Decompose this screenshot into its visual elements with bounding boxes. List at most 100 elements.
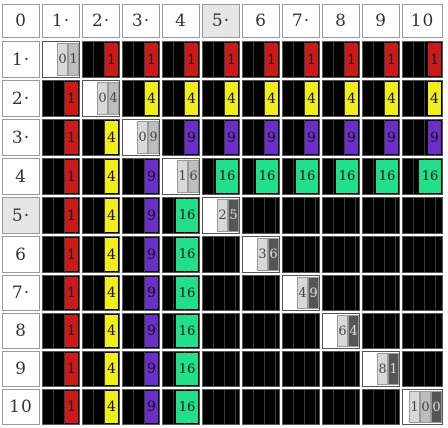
grid-cell[interactable]: 4 xyxy=(362,80,400,117)
grid-cell[interactable]: 16 xyxy=(202,158,240,195)
grid-cell[interactable]: 4 xyxy=(82,351,120,387)
grid-cell[interactable] xyxy=(202,351,240,387)
column-header[interactable]: 7· xyxy=(282,4,320,38)
grid-cell[interactable] xyxy=(242,389,280,425)
grid-cell[interactable]: 1 xyxy=(42,236,80,273)
grid-cell[interactable] xyxy=(242,351,280,387)
grid-cell[interactable] xyxy=(282,197,320,234)
grid-cell[interactable]: 9 xyxy=(282,119,320,156)
grid-cell[interactable]: 1 xyxy=(202,41,240,78)
grid-cell[interactable] xyxy=(282,389,320,425)
column-header[interactable]: 5· xyxy=(202,4,240,38)
grid-cell[interactable]: 1 xyxy=(42,275,80,311)
row-header[interactable]: 8 xyxy=(2,313,40,349)
grid-cell[interactable]: 9 xyxy=(122,275,160,311)
row-header[interactable]: 10 xyxy=(2,389,40,425)
grid-cell[interactable]: 1 xyxy=(42,389,80,425)
grid-cell[interactable]: 1 xyxy=(42,351,80,387)
grid-cell[interactable]: 4 xyxy=(82,158,120,195)
grid-cell[interactable]: 4 xyxy=(162,80,200,117)
grid-cell[interactable]: 1 xyxy=(42,119,80,156)
grid-cell[interactable] xyxy=(402,313,443,349)
grid-cell[interactable]: 1 xyxy=(42,313,80,349)
grid-cell[interactable]: 1 xyxy=(82,41,120,78)
grid-cell[interactable] xyxy=(322,275,360,311)
column-header[interactable]: 2· xyxy=(82,4,120,38)
grid-cell[interactable] xyxy=(322,389,360,425)
row-header[interactable]: 4 xyxy=(2,158,40,195)
grid-cell[interactable]: 4 xyxy=(402,80,443,117)
grid-cell[interactable]: 4 xyxy=(82,119,120,156)
column-header[interactable]: 3· xyxy=(122,4,160,38)
grid-cell[interactable]: 16 xyxy=(362,158,400,195)
grid-cell[interactable]: 16 xyxy=(162,313,200,349)
grid-cell[interactable] xyxy=(202,275,240,311)
grid-cell[interactable]: 9 xyxy=(122,351,160,387)
grid-cell[interactable]: 9 xyxy=(122,197,160,234)
grid-cell[interactable] xyxy=(362,389,400,425)
column-header[interactable]: 6 xyxy=(242,4,280,38)
grid-cell[interactable]: 9 xyxy=(362,119,400,156)
grid-cell[interactable]: 4 xyxy=(82,313,120,349)
column-header[interactable]: 1· xyxy=(42,4,80,38)
grid-cell[interactable]: 1 xyxy=(42,80,80,117)
column-header[interactable]: 9 xyxy=(362,4,400,38)
column-header[interactable]: 10 xyxy=(402,4,443,38)
grid-cell[interactable]: 4 xyxy=(242,80,280,117)
grid-cell[interactable] xyxy=(402,197,443,234)
grid-cell[interactable] xyxy=(282,351,320,387)
grid-cell[interactable]: 9 xyxy=(162,119,200,156)
row-header[interactable]: 6 xyxy=(2,236,40,273)
grid-cell[interactable]: 9 xyxy=(122,236,160,273)
grid-cell[interactable] xyxy=(282,313,320,349)
grid-cell[interactable]: 4 xyxy=(82,389,120,425)
grid-cell[interactable] xyxy=(362,313,400,349)
grid-cell[interactable]: 4 xyxy=(82,236,120,273)
row-header[interactable]: 3· xyxy=(2,119,40,156)
grid-cell[interactable]: 4 xyxy=(82,197,120,234)
grid-cell[interactable] xyxy=(362,275,400,311)
grid-cell[interactable]: 1 xyxy=(162,41,200,78)
column-header[interactable]: 8 xyxy=(322,4,360,38)
grid-cell[interactable]: 16 xyxy=(162,351,200,387)
grid-cell[interactable] xyxy=(322,351,360,387)
row-header[interactable]: 1· xyxy=(2,41,40,78)
grid-cell[interactable]: 9 xyxy=(402,119,443,156)
grid-cell[interactable]: 1 xyxy=(122,41,160,78)
grid-cell[interactable]: 9 xyxy=(242,119,280,156)
grid-cell[interactable]: 16 xyxy=(162,389,200,425)
grid-cell[interactable] xyxy=(402,275,443,311)
grid-cell[interactable] xyxy=(322,197,360,234)
grid-cell[interactable]: 16 xyxy=(402,158,443,195)
grid-cell[interactable]: 16 xyxy=(162,236,200,273)
grid-cell[interactable]: 1 xyxy=(322,41,360,78)
row-header[interactable]: 2· xyxy=(2,80,40,117)
grid-cell[interactable]: 1 xyxy=(402,41,443,78)
grid-cell[interactable]: 4 xyxy=(82,275,120,311)
grid-cell[interactable]: 16 xyxy=(162,275,200,311)
grid-cell[interactable]: 16 xyxy=(322,158,360,195)
grid-cell[interactable]: 4 xyxy=(202,80,240,117)
grid-cell[interactable] xyxy=(402,236,443,273)
row-header[interactable]: 5· xyxy=(2,197,40,234)
grid-cell[interactable] xyxy=(402,351,443,387)
grid-cell[interactable] xyxy=(202,389,240,425)
grid-cell[interactable] xyxy=(242,275,280,311)
grid-cell[interactable] xyxy=(202,313,240,349)
grid-cell[interactable] xyxy=(242,313,280,349)
grid-cell[interactable]: 9 xyxy=(122,158,160,195)
grid-cell[interactable] xyxy=(362,197,400,234)
grid-cell[interactable]: 9 xyxy=(122,389,160,425)
column-header[interactable]: 4 xyxy=(162,4,200,38)
grid-cell[interactable] xyxy=(322,236,360,273)
grid-cell[interactable] xyxy=(202,236,240,273)
grid-cell[interactable]: 9 xyxy=(202,119,240,156)
row-header[interactable]: 9 xyxy=(2,351,40,387)
